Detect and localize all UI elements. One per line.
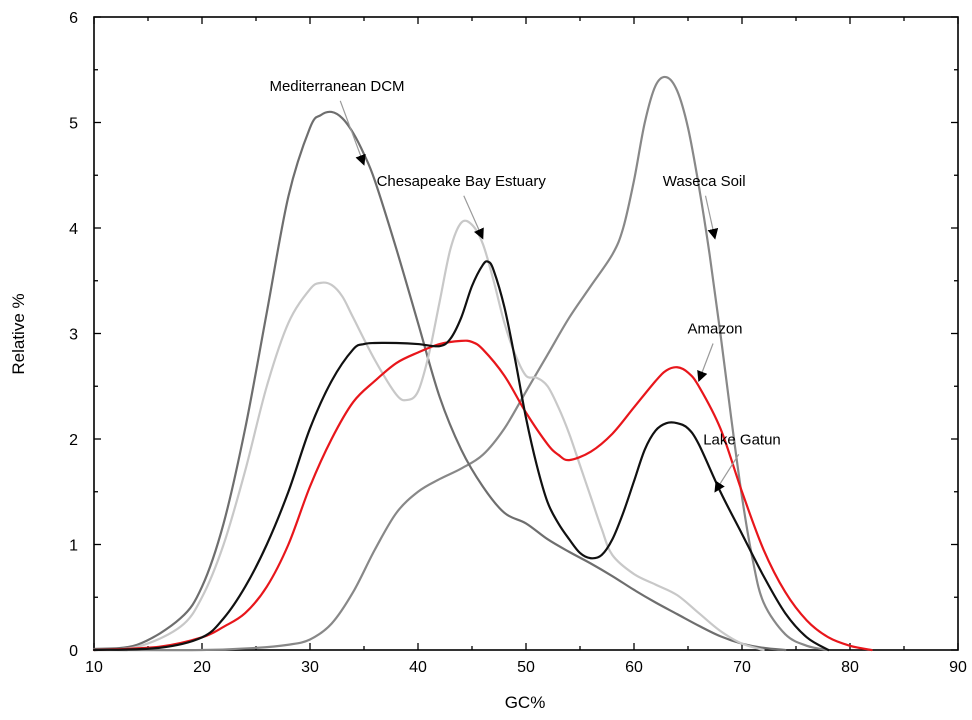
series-line-chesapeake-bay-estuary — [92, 219, 765, 652]
y-tick-label: 0 — [69, 643, 78, 660]
x-tick-label: 50 — [517, 659, 535, 676]
y-tick-label: 6 — [69, 10, 78, 27]
annotation-arrow-mediterranean-dcm — [339, 100, 366, 166]
series-line-lake-gatun — [92, 260, 830, 652]
y-axis-label: Relative % — [9, 293, 28, 374]
x-axis-label: GC% — [505, 693, 546, 712]
y-tick-label: 5 — [69, 116, 78, 133]
x-tick-label: 20 — [193, 659, 211, 676]
y-tick-label: 1 — [69, 538, 78, 555]
x-tick-label: 40 — [409, 659, 427, 676]
axes — [93, 16, 959, 651]
annotation-arrow-lake-gatun — [714, 453, 740, 493]
tick-labels: 10 20 30 40 50 60 70 80 90 0 1 2 3 4 5 6 — [69, 10, 967, 676]
annotation-label-amazon: Amazon — [687, 321, 742, 338]
series-line-amazon — [92, 339, 873, 652]
x-tick-label: 80 — [841, 659, 859, 676]
x-tick-label: 60 — [625, 659, 643, 676]
annotation-label-mediterranean-dcm: Mediterranean DCM — [269, 78, 404, 95]
y-tick-label: 2 — [69, 432, 78, 449]
x-tick-label: 90 — [949, 659, 967, 676]
y-tick-label: 4 — [69, 221, 78, 238]
annotation-arrow-waseca-soil — [704, 195, 719, 240]
annotation-arrow-amazon — [697, 343, 714, 382]
annotation-arrow-chesapeake-bay-estuary — [463, 195, 484, 240]
annotation-label-lake-gatun: Lake Gatun — [703, 431, 781, 448]
series-line-waseca-soil — [92, 75, 830, 652]
x-tick-label: 30 — [301, 659, 319, 676]
series-line-mediterranean-dcm — [92, 110, 787, 652]
series-lines — [92, 75, 873, 652]
plot-frame — [93, 16, 959, 651]
x-tick-label: 10 — [85, 659, 103, 676]
y-tick-label: 3 — [69, 327, 78, 344]
annotation-label-waseca-soil: Waseca Soil — [663, 173, 746, 190]
annotations: Mediterranean DCM Chesapeake Bay Estuary W… — [269, 78, 781, 493]
annotation-label-chesapeake-bay-estuary: Chesapeake Bay Estuary — [377, 173, 547, 190]
x-tick-label: 70 — [733, 659, 751, 676]
